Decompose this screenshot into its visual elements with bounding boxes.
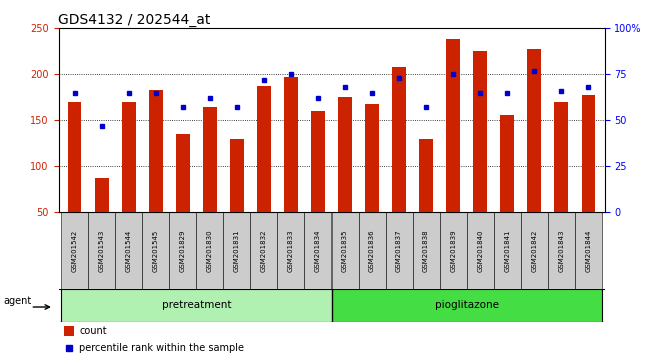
- Bar: [149, 90, 162, 212]
- Bar: [95, 178, 109, 212]
- Text: GSM201543: GSM201543: [99, 229, 105, 272]
- Text: GSM201841: GSM201841: [504, 229, 510, 272]
- Text: count: count: [79, 326, 107, 336]
- Bar: [115, 212, 142, 289]
- Text: GDS4132 / 202544_at: GDS4132 / 202544_at: [58, 13, 211, 27]
- Text: GSM201839: GSM201839: [450, 229, 456, 272]
- Bar: [473, 51, 487, 212]
- Text: GSM201838: GSM201838: [423, 229, 429, 272]
- Bar: [332, 289, 602, 322]
- Text: GSM201542: GSM201542: [72, 229, 78, 272]
- Bar: [385, 212, 413, 289]
- Bar: [68, 102, 81, 212]
- Bar: [224, 212, 250, 289]
- Bar: [413, 212, 439, 289]
- Text: GSM201830: GSM201830: [207, 229, 213, 272]
- Bar: [88, 212, 115, 289]
- Text: GSM201837: GSM201837: [396, 229, 402, 272]
- Text: GSM201831: GSM201831: [234, 229, 240, 272]
- Bar: [169, 212, 196, 289]
- Bar: [61, 212, 88, 289]
- Bar: [196, 212, 224, 289]
- Bar: [250, 212, 278, 289]
- Text: GSM201843: GSM201843: [558, 229, 564, 272]
- Bar: [393, 67, 406, 212]
- Text: pioglitazone: pioglitazone: [435, 300, 499, 310]
- Bar: [494, 212, 521, 289]
- Bar: [142, 212, 169, 289]
- Bar: [419, 139, 433, 212]
- Text: GSM201834: GSM201834: [315, 229, 321, 272]
- Bar: [176, 134, 190, 212]
- Bar: [582, 95, 595, 212]
- Text: GSM201833: GSM201833: [288, 229, 294, 272]
- Bar: [521, 212, 548, 289]
- Bar: [359, 212, 385, 289]
- Bar: [64, 326, 74, 336]
- Bar: [61, 289, 332, 322]
- Bar: [575, 212, 602, 289]
- Bar: [365, 104, 379, 212]
- Bar: [439, 212, 467, 289]
- Bar: [338, 97, 352, 212]
- Bar: [284, 77, 298, 212]
- Bar: [230, 139, 244, 212]
- Bar: [554, 102, 568, 212]
- Text: agent: agent: [3, 296, 31, 306]
- Text: GSM201832: GSM201832: [261, 229, 267, 272]
- Bar: [467, 212, 494, 289]
- Bar: [304, 212, 332, 289]
- Text: GSM201836: GSM201836: [369, 229, 375, 272]
- Bar: [203, 107, 216, 212]
- Text: GSM201835: GSM201835: [342, 229, 348, 272]
- Bar: [122, 102, 136, 212]
- Text: GSM201844: GSM201844: [585, 229, 592, 272]
- Bar: [548, 212, 575, 289]
- Bar: [500, 115, 514, 212]
- Bar: [257, 86, 270, 212]
- Text: pretreatment: pretreatment: [162, 300, 231, 310]
- Bar: [332, 212, 359, 289]
- Bar: [311, 111, 325, 212]
- Bar: [278, 212, 304, 289]
- Text: GSM201829: GSM201829: [180, 229, 186, 272]
- Text: percentile rank within the sample: percentile rank within the sample: [79, 343, 244, 353]
- Text: GSM201545: GSM201545: [153, 229, 159, 272]
- Text: GSM201544: GSM201544: [126, 229, 132, 272]
- Text: GSM201842: GSM201842: [531, 229, 537, 272]
- Text: GSM201840: GSM201840: [477, 229, 483, 272]
- Bar: [527, 48, 541, 212]
- Bar: [447, 39, 460, 212]
